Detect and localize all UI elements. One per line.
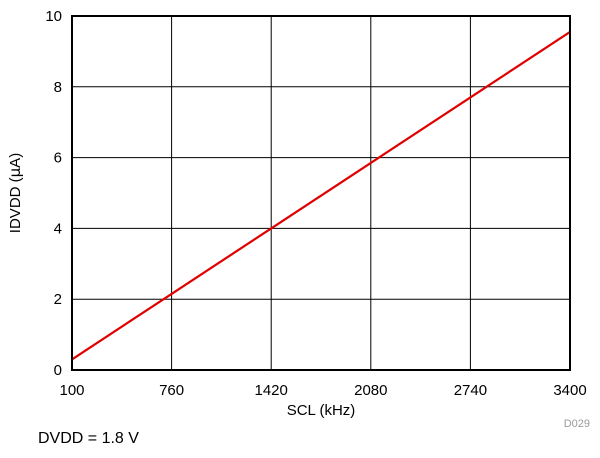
grid [71,15,571,371]
x-tick-label: 2740 [454,382,487,399]
series-line [71,30,571,361]
y-tick-labels: 0 2 4 6 8 10 [45,8,62,379]
x-tick-labels: 100 760 1420 2080 2740 3400 [59,382,586,399]
x-tick-label: 760 [159,382,184,399]
series-layer [71,30,571,361]
y-axis-title-prefix: IDVDD ( [7,177,24,233]
y-tick-label: 2 [54,291,62,308]
x-tick-label: 2080 [354,382,387,399]
y-tick-label: 4 [54,220,62,237]
y-tick-label: 0 [54,362,62,379]
x-tick-label: 3400 [553,382,586,399]
condition-note: DVDD = 1.8 V [38,430,139,447]
y-tick-label: 10 [45,8,62,25]
y-axis-title-unit-symbol: μ [6,167,24,177]
x-tick-label: 100 [59,382,84,399]
y-tick-label: 8 [54,79,62,96]
x-tick-label: 1420 [255,382,288,399]
y-tick-label: 6 [54,150,62,167]
x-axis-title: SCL (kHz) [287,402,356,419]
y-axis-title-suffix: A) [7,153,24,168]
plot-frame [71,15,571,371]
y-axis-title: IDVDD (μA) [6,153,24,233]
figure-id: D029 [564,418,590,430]
